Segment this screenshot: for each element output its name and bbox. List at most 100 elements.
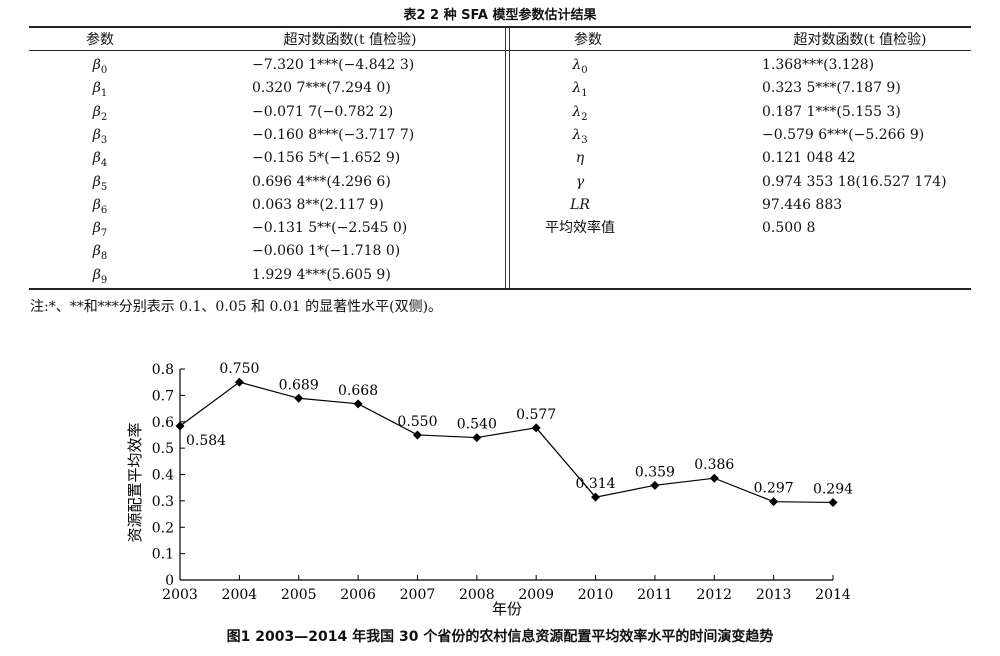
y-tick-label: 0.7 <box>152 388 174 404</box>
y-tick-label: 0.5 <box>152 441 174 457</box>
param-symbol-base: γ <box>575 173 585 190</box>
x-tick-label: 2012 <box>696 587 732 603</box>
table-column-separator <box>505 27 506 289</box>
param-symbol-base: β <box>92 103 101 120</box>
data-label: 0.750 <box>219 361 259 377</box>
param-symbol-subscript: 5 <box>100 181 108 193</box>
param-symbol-base: β <box>92 220 101 237</box>
data-label: 0.297 <box>754 481 794 497</box>
data-point <box>472 433 482 443</box>
data-point <box>828 497 838 507</box>
param-symbol: γ <box>530 173 630 191</box>
param-value: −0.060 1*(−1.718 0) <box>252 243 401 260</box>
data-point <box>175 421 185 431</box>
x-tick-label: 2005 <box>281 587 317 603</box>
param-value: 1.929 4***(5.605 9) <box>252 266 391 283</box>
table-note: 注:*、**和***分别表示 0.1、0.05 和 0.01 的显著性水平(双侧… <box>30 299 443 315</box>
param-value: −0.071 7(−0.782 2) <box>252 103 394 120</box>
param-symbol: β8 <box>60 242 140 266</box>
figure-caption: 图1 2003—2014 年我国 30 个省份的农村信息资源配置平均效率水平的时… <box>226 629 774 645</box>
param-symbol-subscript: 1 <box>581 88 588 100</box>
param-symbol: β9 <box>60 266 140 290</box>
x-tick-label: 2011 <box>637 587 673 603</box>
param-symbol-subscript: 1 <box>100 88 108 100</box>
param-symbol-subscript: 8 <box>100 251 108 263</box>
x-tick-label: 2004 <box>222 587 258 603</box>
data-label: 0.550 <box>397 414 437 430</box>
data-point <box>531 423 541 433</box>
param-symbol-subscript: 3 <box>581 134 588 146</box>
data-label: 0.314 <box>575 476 615 492</box>
param-value: 0.320 7***(7.294 0) <box>252 80 391 97</box>
param-value: −7.320 1***(−4.842 3) <box>252 57 415 73</box>
param-symbol-base: 平均效率值 <box>545 220 615 237</box>
param-symbol-base: LR <box>570 196 590 213</box>
param-symbol: β0 <box>60 56 140 80</box>
param-symbol: β3 <box>60 126 140 150</box>
param-symbol: β2 <box>60 103 140 127</box>
param-symbol: LR <box>530 196 630 214</box>
param-symbol: λ2 <box>530 103 630 127</box>
series-line <box>179 381 834 504</box>
param-value: −0.131 5**(−2.545 0) <box>252 220 408 237</box>
param-value: 0.974 353 18(16.527 174) <box>762 173 947 190</box>
x-tick-label: 2010 <box>578 587 614 603</box>
param-value: 1.368***(3.128) <box>762 57 875 73</box>
data-label: 0.584 <box>186 433 226 449</box>
param-symbol-base: β <box>92 150 101 167</box>
table-bottom-rule <box>29 288 971 290</box>
param-symbol: 平均效率值 <box>530 219 630 237</box>
header-value-right: 超对数函数(t 值检验) <box>793 32 927 48</box>
table-header-rule <box>29 50 971 51</box>
data-point <box>591 492 601 502</box>
y-tick-label: 0.4 <box>152 468 174 484</box>
param-symbol: β4 <box>60 149 140 173</box>
y-tick-label: 0.1 <box>152 547 174 563</box>
param-symbol-subscript: 2 <box>581 111 588 123</box>
param-symbol-base: β <box>92 243 101 260</box>
x-tick-label: 2009 <box>518 587 554 603</box>
param-value: −0.579 6***(−5.266 9) <box>762 126 925 143</box>
param-value: 97.446 883 <box>762 196 843 213</box>
param-value: 0.696 4***(4.296 6) <box>252 173 391 190</box>
param-value: 0.187 1***(5.155 3) <box>762 103 901 120</box>
header-param-right: 参数 <box>574 32 602 48</box>
header-value-left: 超对数函数(t 值检验) <box>283 32 417 48</box>
param-symbol-subscript: 0 <box>581 64 588 76</box>
data-point <box>234 377 244 387</box>
data-point <box>353 399 363 409</box>
param-value: −0.160 8***(−3.717 7) <box>252 126 415 143</box>
param-symbol: λ3 <box>530 126 630 150</box>
param-symbol-subscript: 9 <box>100 274 108 286</box>
param-symbol: λ1 <box>530 79 630 103</box>
table-column-separator <box>509 27 510 289</box>
data-point <box>650 480 660 490</box>
x-tick-label: 2007 <box>400 587 436 603</box>
param-symbol-subscript: 6 <box>100 204 108 216</box>
param-symbol-subscript: 4 <box>100 157 108 169</box>
y-tick-label: 0.2 <box>152 520 174 536</box>
y-tick-label: 0 <box>165 573 174 589</box>
data-point <box>709 473 719 483</box>
x-tick-label: 2013 <box>756 587 792 603</box>
header-param-left: 参数 <box>86 32 114 48</box>
param-value: −0.156 5*(−1.652 9) <box>252 150 401 167</box>
param-symbol-subscript: 7 <box>100 227 108 239</box>
param-symbol: β5 <box>60 173 140 197</box>
data-label: 0.359 <box>635 464 675 480</box>
data-label: 0.540 <box>457 417 497 433</box>
param-symbol: β7 <box>60 219 140 243</box>
x-tick-label: 2008 <box>459 587 495 603</box>
table-caption: 表2 2 种 SFA 模型参数估计结果 <box>403 8 597 23</box>
param-symbol-subscript: 0 <box>100 64 108 76</box>
param-symbol-base: λ <box>572 80 582 97</box>
param-symbol-base: λ <box>572 57 582 73</box>
y-tick-label: 0.6 <box>152 415 174 431</box>
data-point <box>769 497 779 507</box>
x-tick-label: 2003 <box>162 587 198 603</box>
param-symbol-base: β <box>92 196 101 213</box>
param-symbol-base: β <box>92 57 101 73</box>
data-label: 0.668 <box>338 383 378 399</box>
x-axis-label: 年份 <box>492 600 522 618</box>
